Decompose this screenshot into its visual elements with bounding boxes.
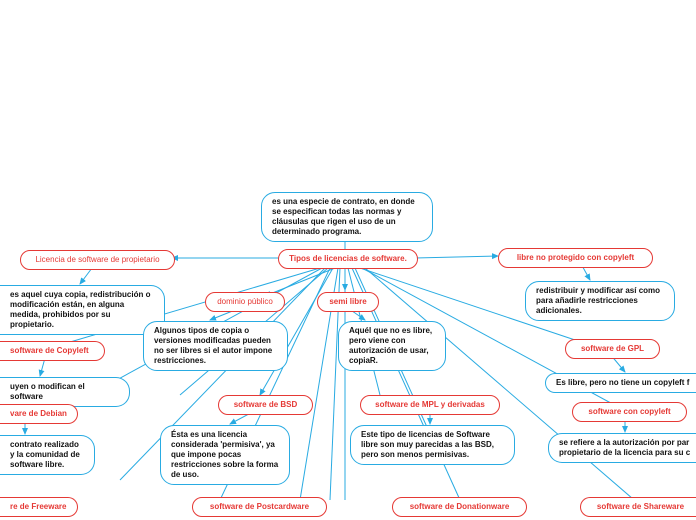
- node-copyleft[interactable]: software de Copyleft: [0, 341, 105, 361]
- label: software de MPL y derivadas: [375, 400, 485, 410]
- node-copyleft-desc[interactable]: uyen o modifican el software: [0, 377, 130, 407]
- node-donationware[interactable]: software de Donationware: [392, 497, 527, 517]
- label: Es libre, pero no tiene un copyleft f: [556, 378, 689, 388]
- node-debian[interactable]: vare de Debian: [0, 404, 78, 424]
- label: Licencia de software de propietario: [35, 255, 159, 265]
- node-postcardware[interactable]: software de Postcardware: [192, 497, 327, 517]
- label: contrato realizado y la comunidad de sof…: [10, 440, 84, 470]
- node-semi-libre[interactable]: semi libre: [317, 292, 379, 312]
- label: semi libre: [329, 297, 366, 307]
- node-semi-libre-desc[interactable]: Aquél que no es libre, pero viene con au…: [338, 321, 446, 371]
- label: uyen o modifican el software: [10, 382, 119, 402]
- node-freeware[interactable]: re de Freeware: [0, 497, 78, 517]
- node-propietario[interactable]: Licencia de software de propietario: [20, 250, 175, 270]
- node-sw-copyleft-desc[interactable]: se refiere a la autorización por par pro…: [548, 433, 696, 463]
- node-propietario-desc[interactable]: es aquel cuya copia, redistribución o mo…: [0, 285, 165, 335]
- node-sw-copyleft[interactable]: software con copyleft: [572, 402, 687, 422]
- label: Ésta es una licencia considerada 'permis…: [171, 430, 279, 480]
- label: software con copyleft: [588, 407, 670, 417]
- label: es una especie de contrato, en donde se …: [272, 197, 422, 237]
- label: re de Freeware: [10, 502, 66, 512]
- label: libre no protegido con copyleft: [517, 253, 634, 263]
- label: software de BSD: [234, 400, 298, 410]
- node-dominio-desc[interactable]: Algunos tipos de copia o versiones modif…: [143, 321, 288, 371]
- node-contrato[interactable]: es una especie de contrato, en donde se …: [261, 192, 433, 242]
- node-gpl-desc[interactable]: Es libre, pero no tiene un copyleft f: [545, 373, 696, 393]
- label: Este tipo de licencias de Software libre…: [361, 430, 504, 460]
- node-shareware[interactable]: software de Shareware: [580, 497, 696, 517]
- node-bsd-desc[interactable]: Ésta es una licencia considerada 'permis…: [160, 425, 290, 485]
- label: Algunos tipos de copia o versiones modif…: [154, 326, 277, 366]
- label: redistribuir y modificar así como para a…: [536, 286, 664, 316]
- node-root[interactable]: Tipos de licencias de software.: [278, 249, 418, 269]
- node-libre-no-copyleft[interactable]: libre no protegido con copyleft: [498, 248, 653, 268]
- label: software de Donationware: [410, 502, 510, 512]
- label: se refiere a la autorización por par pro…: [559, 438, 693, 458]
- label: software de Shareware: [597, 502, 684, 512]
- label: software de GPL: [581, 344, 644, 354]
- node-bsd[interactable]: software de BSD: [218, 395, 313, 415]
- node-mpl[interactable]: software de MPL y derivadas: [360, 395, 500, 415]
- label: es aquel cuya copia, redistribución o mo…: [10, 290, 154, 330]
- node-debian-desc[interactable]: contrato realizado y la comunidad de sof…: [0, 435, 95, 475]
- node-gpl[interactable]: software de GPL: [565, 339, 660, 359]
- label: software de Postcardware: [210, 502, 309, 512]
- label: dominio público: [217, 297, 273, 307]
- node-libre-no-copyleft-desc[interactable]: redistribuir y modificar así como para a…: [525, 281, 675, 321]
- label: Aquél que no es libre, pero viene con au…: [349, 326, 435, 366]
- node-mpl-desc[interactable]: Este tipo de licencias de Software libre…: [350, 425, 515, 465]
- label: vare de Debian: [10, 409, 67, 419]
- label: software de Copyleft: [10, 346, 89, 356]
- node-dominio[interactable]: dominio público: [205, 292, 285, 312]
- label: Tipos de licencias de software.: [289, 254, 407, 264]
